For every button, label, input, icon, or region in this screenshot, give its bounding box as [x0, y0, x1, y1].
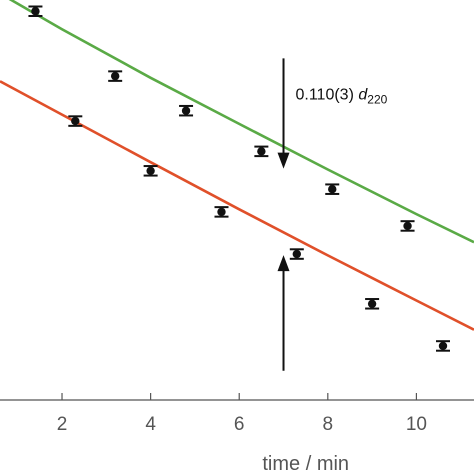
data-point-1-3 [292, 249, 302, 259]
annotation-label: 0.110(3) d220 [296, 86, 388, 106]
lower-arrow [277, 255, 290, 371]
data-point-0-2 [181, 106, 191, 115]
data-point-1-1 [146, 166, 155, 176]
fit-line-1 [0, 80, 474, 331]
data-points [31, 7, 448, 351]
x-tick-label-1: 4 [145, 414, 156, 435]
data-point-1-0 [71, 116, 80, 126]
data-point-1-5 [438, 341, 448, 351]
data-point-0-0 [31, 7, 40, 16]
upper-arrow [277, 58, 290, 169]
x-axis-ticks: 2 4 6 8 10 [57, 393, 427, 435]
data-point-1-4 [367, 299, 377, 308]
data-point-0-1 [110, 71, 120, 81]
x-tick-label-4: 10 [406, 414, 427, 435]
x-tick-label-2: 6 [234, 414, 245, 435]
annotation-italic-text: d [358, 86, 368, 103]
x-axis-label: time / min [262, 453, 349, 474]
x-tick-label-0: 2 [57, 414, 68, 435]
annotation-subscript-text: 220 [367, 92, 387, 106]
data-point-0-5 [403, 221, 412, 231]
x-tick-label-3: 8 [323, 414, 334, 435]
data-point-0-3 [257, 147, 266, 156]
data-point-1-2 [217, 207, 226, 217]
fit-lines [0, 0, 474, 331]
annotation-arrows [277, 58, 290, 371]
data-point-0-4 [328, 184, 337, 194]
annotation-main-text: 0.110(3) [296, 86, 359, 103]
fit-line-0 [8, 0, 474, 244]
